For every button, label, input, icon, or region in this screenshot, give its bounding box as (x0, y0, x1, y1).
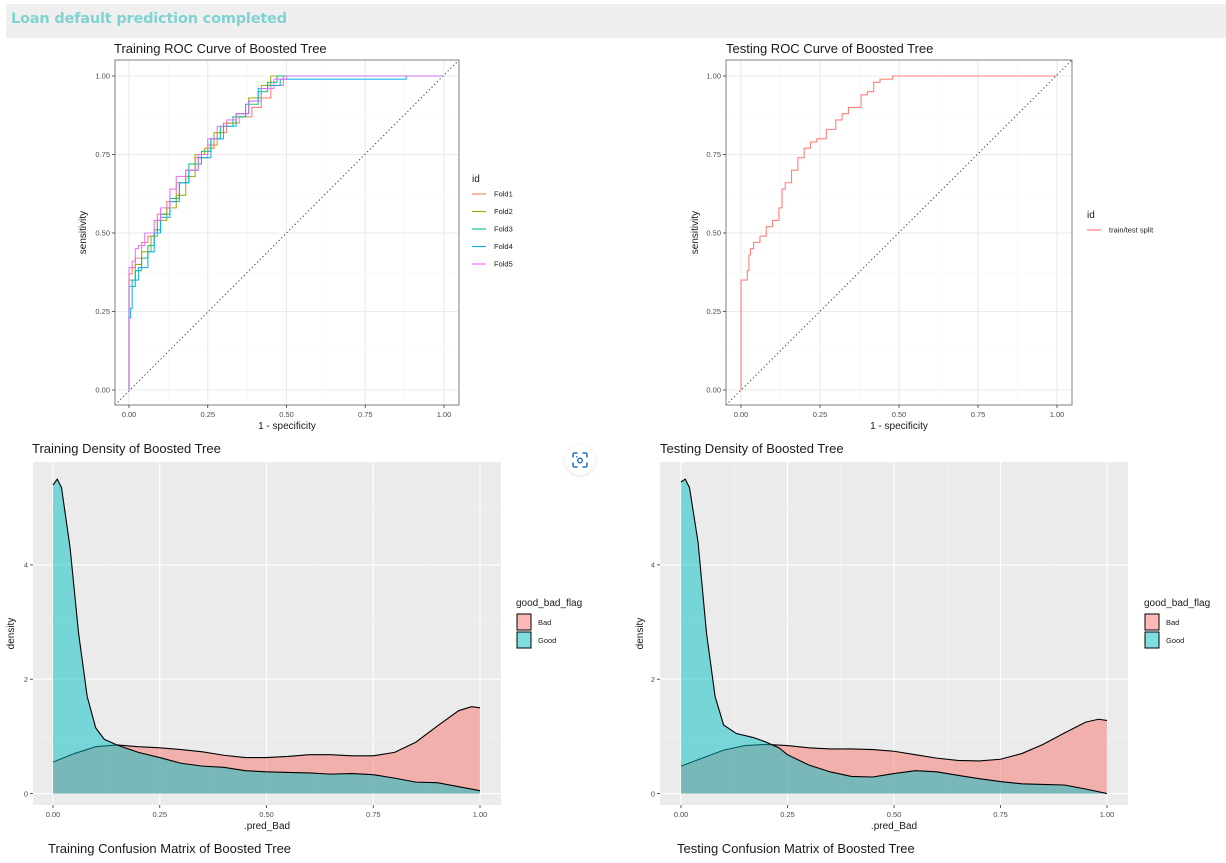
density-area-good (681, 479, 1107, 794)
y-tick-label: 0 (651, 789, 655, 798)
y-axis-label: density (6, 618, 17, 650)
panel-border (114, 59, 460, 406)
y-tick-label: 0.50 (706, 229, 721, 238)
legend-title: good_bad_flag (516, 598, 582, 609)
y-axis-label: sensitivity (78, 211, 89, 254)
test-density-chart: 0.00 0.25 0.50 0.75 1.00 0 2 4 .pred_Bad density g… (635, 462, 1210, 832)
y-tick-label: 0.75 (95, 150, 110, 159)
train-confusion-title: Training Confusion Matrix of Boosted Tre… (48, 841, 292, 856)
density-area-good (53, 479, 480, 794)
train-density-chart: 0.00 0.25 0.50 0.75 1.00 0 2 4 .pred_Bad density g… (6, 462, 582, 832)
y-tick-label: 0.25 (706, 307, 721, 316)
y-tick-label: 0.25 (95, 307, 110, 316)
legend-label: Bad (538, 618, 551, 627)
legend-label: Good (538, 636, 556, 645)
legend-label: Good (1166, 636, 1184, 645)
screenshot-button[interactable] (565, 445, 595, 475)
legend-key-good (1144, 631, 1160, 649)
y-axis-label: density (635, 618, 646, 650)
density-outline-good (680, 478, 1108, 795)
x-tick-label: 0.75 (993, 810, 1008, 819)
legend-key-bad (1144, 613, 1160, 631)
x-tick-label: 0.00 (122, 410, 137, 419)
legend-label: Fold2 (494, 207, 513, 216)
x-tick-label: 0.00 (46, 810, 61, 819)
x-tick-label: 0.75 (358, 410, 373, 419)
x-tick-label: 1.00 (437, 410, 452, 419)
legend-label: train/test split (1109, 226, 1154, 235)
roc-line-train-test-split (740, 75, 1057, 390)
x-tick-label: 0.25 (200, 410, 215, 419)
train-density-title: Training Density of Boosted Tree (32, 441, 221, 456)
camera-capture-icon (572, 452, 588, 468)
x-axis-label: 1 - specificity (870, 421, 928, 432)
legend-key-bad (516, 613, 532, 631)
density-outline-good (52, 478, 481, 792)
legend-label: Fold1 (494, 190, 513, 199)
roc-line-fold5 (128, 75, 444, 390)
y-tick-label: 2 (24, 675, 28, 684)
y-tick-label: 2 (651, 675, 655, 684)
x-tick-label: 0.00 (734, 410, 749, 419)
y-tick-label: 1.00 (95, 72, 110, 81)
train-roc-title: Training ROC Curve of Boosted Tree (114, 41, 327, 56)
legend-label: Fold5 (494, 260, 513, 269)
x-tick-label: 0.25 (813, 410, 828, 419)
x-tick-label: 0.00 (674, 810, 689, 819)
legend-label: Bad (1166, 618, 1179, 627)
test-confusion-title: Testing Confusion Matrix of Boosted Tree (677, 841, 915, 856)
y-axis-label: sensitivity (690, 211, 701, 254)
diagonal-reference-line (114, 59, 460, 406)
density-outline-bad (52, 706, 481, 763)
y-tick-label: 4 (24, 561, 28, 570)
legend-title: id (1087, 210, 1095, 221)
x-tick-label: 0.50 (259, 810, 274, 819)
x-tick-label: 1.00 (473, 810, 488, 819)
roc-line-fold2 (128, 75, 444, 390)
y-tick-label: 0.50 (95, 229, 110, 238)
y-tick-label: 4 (651, 561, 655, 570)
test-roc-title: Testing ROC Curve of Boosted Tree (726, 41, 934, 56)
legend-title: good_bad_flag (1144, 598, 1210, 609)
x-axis-label: .pred_Bad (244, 821, 290, 832)
legend-label: Fold3 (494, 225, 513, 234)
x-tick-label: 0.25 (780, 810, 795, 819)
x-tick-label: 0.25 (152, 810, 167, 819)
y-tick-label: 1.00 (706, 72, 721, 81)
x-tick-label: 0.75 (366, 810, 381, 819)
x-tick-label: 1.00 (1050, 410, 1065, 419)
legend-label: Fold4 (494, 242, 513, 251)
y-tick-label: 0 (24, 789, 28, 798)
x-axis-label: .pred_Bad (871, 821, 917, 832)
legend-title: id (472, 174, 480, 185)
status-banner: Loan default prediction completed (6, 4, 1226, 38)
diagonal-reference-line (725, 59, 1073, 406)
y-tick-label: 0.75 (706, 150, 721, 159)
status-message: Loan default prediction completed (11, 11, 287, 27)
test-density-title: Testing Density of Boosted Tree (660, 441, 844, 456)
x-tick-label: 0.50 (887, 810, 902, 819)
legend-key-good (516, 631, 532, 649)
y-tick-label: 0.00 (95, 386, 110, 395)
y-tick-label: 0.00 (706, 386, 721, 395)
x-axis-label: 1 - specificity (258, 421, 316, 432)
x-tick-label: 0.50 (279, 410, 294, 419)
x-tick-label: 0.75 (971, 410, 986, 419)
test-roc-chart: 0.00 0.25 0.50 0.75 1.00 0.00 0.25 0.50 0.75 1.00… (690, 59, 1154, 432)
roc-line-fold3 (128, 75, 444, 390)
x-tick-label: 0.50 (892, 410, 907, 419)
train-roc-chart: 0.00 0.25 0.50 0.75 1.00 0.00 0.25 0.50 0.75 1.00… (78, 59, 513, 432)
x-tick-label: 1.00 (1100, 810, 1115, 819)
